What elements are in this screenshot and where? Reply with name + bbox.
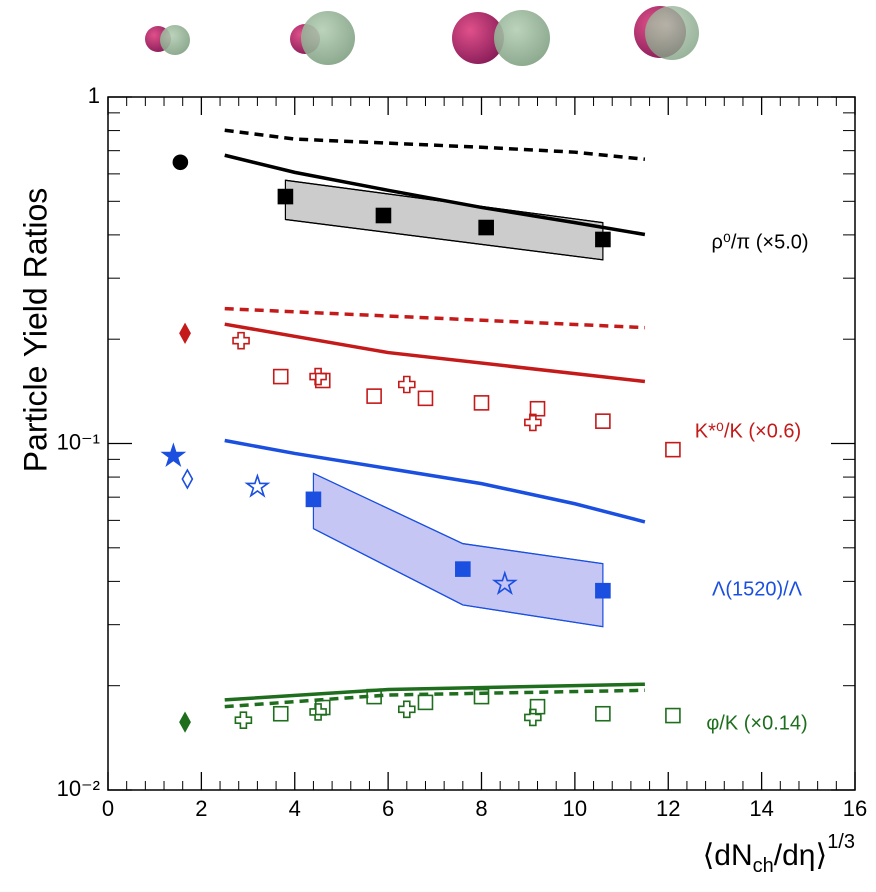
marker: [172, 154, 189, 171]
marker: [314, 699, 331, 716]
model-line: [224, 438, 646, 524]
marker: [309, 703, 327, 721]
marker: [277, 188, 294, 205]
marker: [491, 570, 518, 595]
x-tick-label: 8: [475, 796, 487, 821]
marker: [314, 372, 331, 389]
band-area: [312, 472, 604, 628]
x-label-part: /dη⟩: [774, 839, 827, 872]
marker: [595, 705, 611, 722]
x-label-part: 1/3: [827, 831, 855, 853]
y-tick-label: 10⁻¹: [57, 429, 100, 454]
marker: [665, 707, 681, 724]
x-tick-label: 2: [195, 796, 207, 821]
series-label: Λ(1520)/Λ: [712, 578, 803, 600]
series-label: φ/K (×0.14): [706, 712, 807, 734]
marker: [595, 582, 611, 599]
marker: [524, 708, 542, 727]
marker: [665, 441, 681, 458]
x-tick-label: 14: [749, 796, 773, 821]
model-line: [224, 128, 646, 162]
marker: [179, 322, 191, 344]
model-line: [224, 306, 645, 330]
series-label: ρ⁰/π (×5.0): [711, 231, 808, 253]
model-line: [224, 322, 646, 384]
model-line: [224, 688, 645, 709]
x-axis-label: ⟨dNch/dη⟩1/3: [703, 831, 855, 877]
y-axis-label: Particle Yield Ratios: [17, 188, 53, 473]
x-tick-label: 0: [102, 796, 114, 821]
marker: [417, 694, 434, 711]
band-upper: [313, 472, 603, 565]
marker: [473, 395, 490, 411]
marker: [398, 700, 416, 719]
series-label: K*⁰/K (×0.6): [695, 420, 801, 442]
marker: [366, 388, 382, 404]
x-tick-label: 10: [563, 796, 587, 821]
marker: [160, 442, 187, 467]
marker: [473, 688, 490, 705]
marker: [595, 413, 611, 429]
x-label-part: ch: [753, 855, 774, 877]
marker: [244, 473, 271, 498]
marker: [181, 468, 194, 490]
marker: [272, 705, 289, 722]
marker: [524, 413, 542, 432]
x-label-part: ⟨dN: [703, 839, 753, 872]
marker: [272, 368, 289, 385]
x-tick-label: 6: [382, 796, 394, 821]
marker: [417, 390, 434, 407]
band-lower: [285, 218, 603, 261]
marker: [366, 688, 382, 705]
y-tick-label: 10⁻²: [57, 776, 100, 801]
marker: [179, 711, 191, 733]
marker: [234, 711, 253, 730]
marker: [398, 375, 416, 394]
band-lower: [313, 528, 603, 628]
x-tick-label: 12: [656, 796, 680, 821]
marker: [232, 331, 250, 350]
marker: [309, 367, 327, 386]
marker: [478, 219, 494, 236]
marker: [595, 231, 611, 248]
marker: [305, 491, 322, 508]
x-tick-label: 16: [843, 796, 867, 821]
y-tick-label: 1: [88, 83, 100, 108]
model-line: [224, 682, 645, 702]
marker: [529, 698, 546, 715]
marker: [375, 207, 392, 224]
model-line: [224, 153, 646, 237]
marker: [455, 561, 471, 577]
x-tick-label: 4: [289, 796, 301, 821]
marker: [529, 400, 546, 417]
collision-icons: [145, 6, 699, 66]
